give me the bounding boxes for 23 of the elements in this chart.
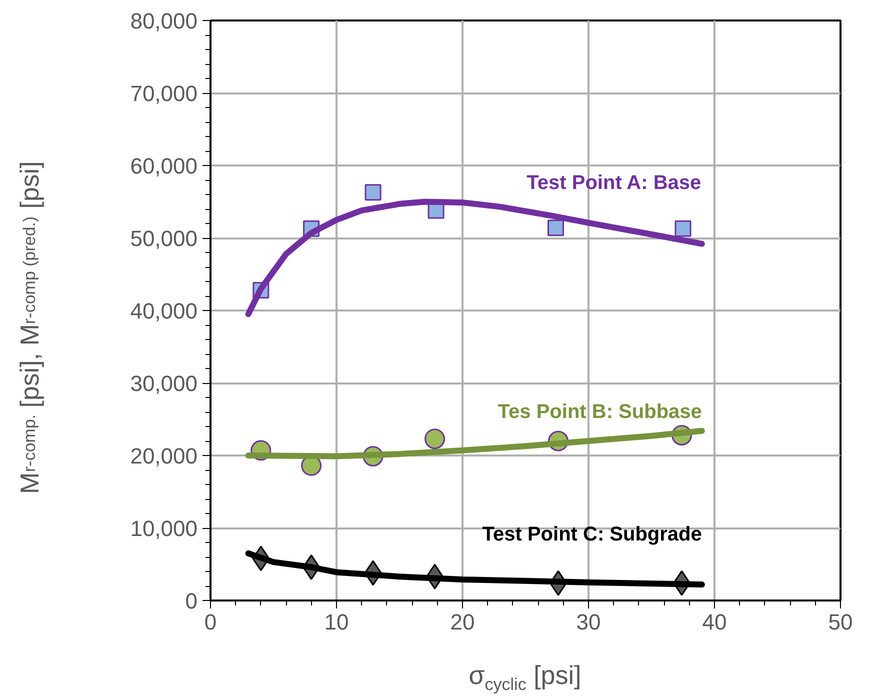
- x-tick-label: 20: [450, 610, 475, 634]
- series-label: Test Point A: Base: [526, 172, 702, 194]
- point: [424, 428, 446, 450]
- x-tick-label: 30: [576, 610, 601, 634]
- series-label: Tes Point B: Subbase: [498, 400, 702, 423]
- y-tick-label: 70,000: [130, 81, 198, 106]
- x-axis-title: σ$_{cyclic}$ [psi]: [468, 660, 582, 696]
- y-tick-label: 80,000: [130, 8, 198, 34]
- y-tick-label: 0: [185, 588, 198, 614]
- point: [364, 184, 382, 201]
- y-tick-label: 20,000: [130, 444, 198, 468]
- x-tick-label: 0: [204, 610, 217, 634]
- x-tick-label: 10: [324, 610, 349, 634]
- x-tick-label: 50: [828, 610, 853, 634]
- y-tick-label: 40,000: [130, 298, 198, 324]
- y-tick-label: 60,000: [130, 154, 198, 178]
- series-label: Test Point C: Subgrade: [482, 523, 702, 546]
- point: [547, 220, 564, 236]
- y-tick-label: 10,000: [130, 516, 198, 541]
- x-tick-label: 40: [702, 610, 727, 634]
- point: [674, 220, 692, 237]
- y-tick-label: 50,000: [130, 226, 198, 251]
- y-tick-label: 30,000: [130, 371, 198, 396]
